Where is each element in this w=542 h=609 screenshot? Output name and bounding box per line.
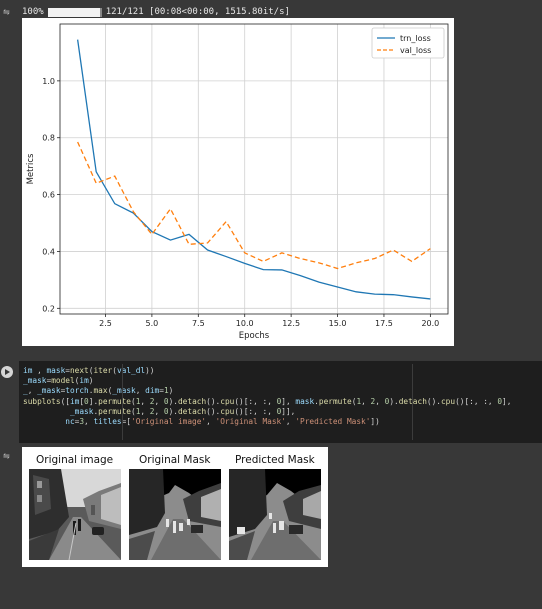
indent-guide <box>122 364 123 440</box>
predicted-mask-image <box>229 469 321 560</box>
progress-output: 100% 121/121 [00:08<00:00, 1515.80it/s] <box>22 6 290 18</box>
y-tick-label: 0.6 <box>42 191 55 200</box>
loss-chart: 2.5 5.0 7.5 10.0 12.5 15.0 17.5 20.0 0.2 0.4 0.6 0.… <box>26 23 449 341</box>
x-tick-label: 2.5 <box>99 319 112 328</box>
code-line-2: _mask=model(im) <box>23 376 94 386</box>
x-tick-label: 10.0 <box>236 319 254 328</box>
original-image <box>29 469 121 560</box>
plot-frame <box>59 23 449 315</box>
progress-timing: [00:08<00:00, 1515.80it/s] <box>149 7 290 17</box>
original-mask-image <box>129 469 221 560</box>
y-tick-label: 0.8 <box>42 134 55 143</box>
title-original-image: Original image <box>36 454 114 466</box>
progress-bar <box>47 7 102 17</box>
x-tick-label: 5.0 <box>146 319 159 328</box>
series-line-trn_loss <box>76 39 431 300</box>
code-line-1: im , mask=next(iter(val_dl)) <box>23 366 155 375</box>
code-editor[interactable]: im , mask=next(iter(val_dl)) _mask=model… <box>19 361 542 427</box>
progress-percent: 100% <box>22 7 44 17</box>
y-axis-label: Metrics <box>26 153 36 184</box>
x-axis-label: Epochs <box>239 331 270 341</box>
loss-chart-output: 2.5 5.0 7.5 10.0 12.5 15.0 17.5 20.0 0.2 0.4 0.6 0.… <box>22 18 454 346</box>
progress-count: 121/121 <box>105 7 144 17</box>
output-toggle-icon[interactable]: ⇋ <box>3 449 10 462</box>
y-tick-label: 0.2 <box>42 304 55 313</box>
code-line-6: nc=3, titles=['Original image', 'Origina… <box>65 417 380 427</box>
legend-label-trn_loss: trn_loss <box>400 34 431 43</box>
code-line-3: _, _mask=torch.max(_mask, dim=1) <box>23 386 174 396</box>
title-original-mask: Original Mask <box>139 454 211 466</box>
output-toggle-icon[interactable]: ⇋ <box>3 5 10 18</box>
x-tick-label: 17.5 <box>375 319 393 328</box>
title-predicted-mask: Predicted Mask <box>235 454 315 466</box>
code-line-5: _mask.permute(1, 2, 0).detach().cpu()[:,… <box>69 406 296 416</box>
x-tick-label: 12.5 <box>282 319 300 328</box>
indent-guide <box>412 364 413 440</box>
legend-label-val_loss: val_loss <box>400 46 431 55</box>
code-cell[interactable]: im , mask=next(iter(val_dl)) _mask=model… <box>19 361 542 443</box>
run-cell-icon[interactable] <box>1 366 13 378</box>
x-tick-label: 15.0 <box>329 319 347 328</box>
y-tick-label: 0.4 <box>42 247 55 256</box>
series-line-val_loss <box>77 141 431 270</box>
code-line-4: subplots([im[0].permute(1, 2, 0).detach(… <box>23 396 512 406</box>
x-tick-label: 20.0 <box>421 319 439 328</box>
image-output: Original image Original Mask Predicted M… <box>22 447 328 567</box>
y-tick-label: 1.0 <box>42 77 55 86</box>
x-tick-label: 7.5 <box>192 319 205 328</box>
